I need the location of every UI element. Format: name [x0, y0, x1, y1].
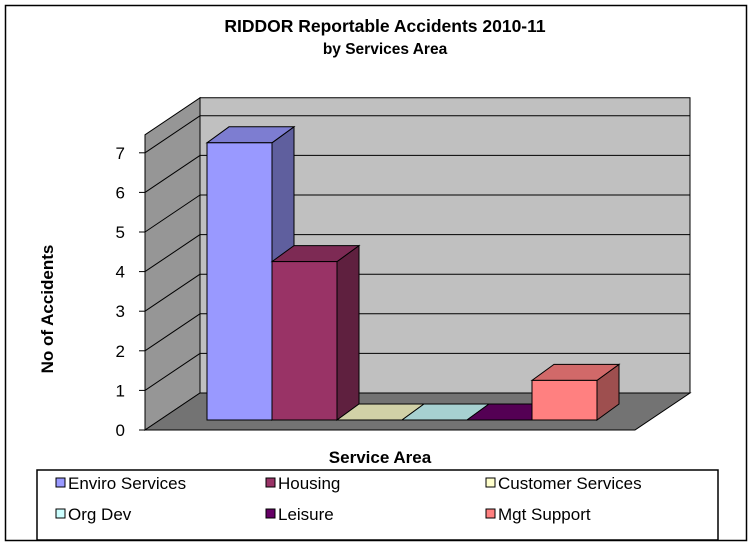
legend-swatch — [265, 508, 276, 519]
chart-subtitle: by Services Area — [323, 41, 448, 58]
y-tick-label: 3 — [116, 302, 125, 321]
legend-box — [36, 469, 719, 541]
bar — [531, 379, 598, 421]
legend: Enviro Services Housing Customer Services O… — [55, 474, 642, 524]
gridline-side — [144, 154, 201, 193]
y-tick-label: 4 — [116, 263, 125, 282]
legend-label: Housing — [278, 474, 340, 493]
bar — [206, 142, 273, 421]
legend-swatch — [485, 508, 496, 519]
legend-label: Customer Services — [498, 474, 642, 493]
legend-label: Mgt Support — [498, 505, 591, 524]
legend-swatch — [55, 508, 66, 519]
y-tick-label: 6 — [116, 183, 125, 202]
gridline-side — [144, 194, 201, 233]
x-axis-title: Service Area — [329, 448, 432, 467]
legend-label: Enviro Services — [68, 474, 186, 493]
legend-label: Org Dev — [68, 505, 132, 524]
y-tick-label: 5 — [116, 223, 125, 242]
legend-swatch — [485, 477, 496, 488]
legend-label: Leisure — [278, 505, 334, 524]
y-tick-label: 1 — [116, 381, 125, 400]
gridline-side — [144, 234, 201, 273]
gridline-side — [144, 273, 201, 312]
gridline-side — [144, 352, 201, 391]
plot-area: 0 1 2 3 4 5 6 7 — [116, 96, 692, 440]
bar — [271, 261, 338, 421]
y-tick-label: 0 — [116, 421, 125, 440]
bar-side — [336, 244, 360, 421]
legend-swatch — [265, 477, 276, 488]
legend-swatch — [55, 477, 66, 488]
y-tick-label: 2 — [116, 342, 125, 361]
gridline-side — [144, 313, 201, 352]
gridline-side — [144, 115, 201, 154]
y-axis-title: No of Accidents — [38, 245, 57, 374]
y-tick-label: 7 — [116, 144, 125, 163]
chart-title: RIDDOR Reportable Accidents 2010-11 — [224, 16, 546, 36]
